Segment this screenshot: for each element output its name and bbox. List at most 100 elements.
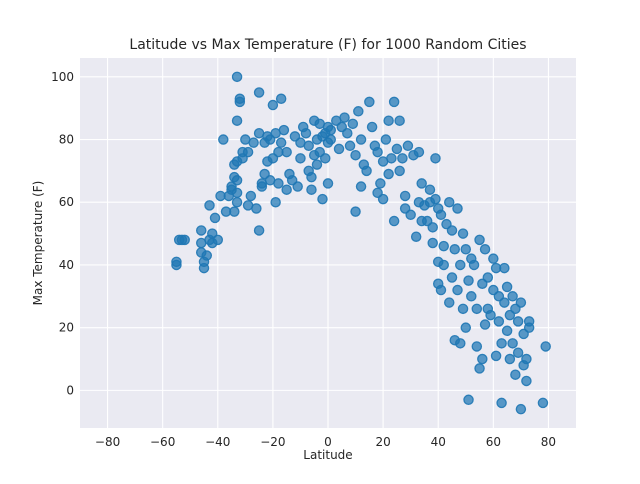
data-point <box>457 228 469 239</box>
x-tick-label: 40 <box>431 435 446 449</box>
data-point <box>311 159 323 170</box>
data-point <box>231 175 243 186</box>
x-tick-label: −40 <box>205 435 230 449</box>
data-point <box>449 244 461 255</box>
data-point <box>386 153 397 164</box>
data-point <box>292 181 303 192</box>
data-point <box>229 206 240 217</box>
x-tick-label: 0 <box>324 435 332 449</box>
data-point <box>306 171 317 183</box>
x-tick-label: 60 <box>486 435 501 449</box>
data-point <box>342 128 353 139</box>
data-point <box>383 168 394 180</box>
x-axis-label: Latitude <box>303 448 352 462</box>
data-point <box>209 212 221 224</box>
data-point <box>248 137 259 148</box>
data-point <box>460 244 472 255</box>
data-point <box>463 275 474 286</box>
data-point <box>325 124 337 136</box>
data-point <box>446 272 458 283</box>
data-point <box>507 338 518 349</box>
data-point <box>245 190 257 202</box>
data-point <box>471 303 483 315</box>
data-point <box>424 184 436 195</box>
x-tick-label: 20 <box>375 435 390 449</box>
y-tick-label: 80 <box>59 133 74 147</box>
data-point <box>446 225 458 236</box>
data-point <box>242 146 254 158</box>
data-point <box>366 121 378 133</box>
data-point <box>482 272 494 283</box>
data-point <box>427 222 438 233</box>
data-point <box>430 153 441 164</box>
data-point <box>391 143 403 155</box>
data-point <box>234 96 246 108</box>
data-point <box>394 165 405 177</box>
data-point <box>267 99 279 111</box>
data-points <box>171 71 551 415</box>
data-point <box>435 284 447 296</box>
data-point <box>344 140 356 152</box>
x-tick-label: 80 <box>541 435 556 449</box>
y-tick-label: 60 <box>59 195 74 209</box>
data-point <box>171 256 182 268</box>
x-tick-label: −20 <box>260 435 285 449</box>
data-point <box>231 187 243 199</box>
data-point <box>416 178 427 189</box>
data-point <box>339 112 350 123</box>
data-point <box>251 203 262 214</box>
data-point <box>399 190 411 202</box>
data-point <box>496 338 507 349</box>
data-point <box>281 146 292 158</box>
data-point <box>231 115 243 126</box>
data-point <box>430 193 441 205</box>
data-point <box>405 209 416 221</box>
data-point <box>479 244 491 255</box>
data-point <box>319 153 331 164</box>
data-point <box>501 325 513 337</box>
data-point <box>493 316 505 327</box>
data-point <box>383 115 394 126</box>
data-point <box>413 146 425 158</box>
data-point <box>377 193 389 205</box>
data-point <box>278 124 290 136</box>
data-point <box>388 215 400 227</box>
data-point <box>510 369 521 380</box>
data-point <box>455 338 466 349</box>
data-point <box>300 128 312 139</box>
data-point <box>212 234 224 246</box>
data-point <box>375 178 386 189</box>
data-point <box>463 394 474 406</box>
data-point <box>350 149 361 161</box>
x-tick-label: −80 <box>95 435 120 449</box>
data-point <box>195 225 207 236</box>
data-point <box>201 250 213 261</box>
data-point <box>410 231 422 242</box>
data-point <box>474 363 485 374</box>
data-point <box>347 118 359 130</box>
data-point <box>457 303 469 315</box>
data-point <box>333 143 345 155</box>
data-point <box>427 237 438 249</box>
data-point <box>322 178 334 189</box>
data-point <box>512 316 524 327</box>
data-point <box>306 184 317 195</box>
data-point <box>443 297 455 308</box>
data-point <box>303 140 314 152</box>
data-point <box>325 134 337 145</box>
data-point <box>253 225 265 236</box>
data-point <box>515 297 527 308</box>
data-point <box>504 353 516 365</box>
data-point <box>477 353 488 365</box>
data-point <box>355 134 367 145</box>
y-axis-label: Max Temperature (F) <box>31 181 45 306</box>
data-point <box>501 281 513 293</box>
data-point <box>270 196 281 208</box>
y-tick-label: 100 <box>51 70 74 84</box>
data-point <box>443 196 455 208</box>
data-point <box>515 403 527 415</box>
data-point <box>380 134 392 145</box>
data-point <box>295 153 306 164</box>
data-point <box>273 178 284 189</box>
data-point <box>394 115 405 126</box>
